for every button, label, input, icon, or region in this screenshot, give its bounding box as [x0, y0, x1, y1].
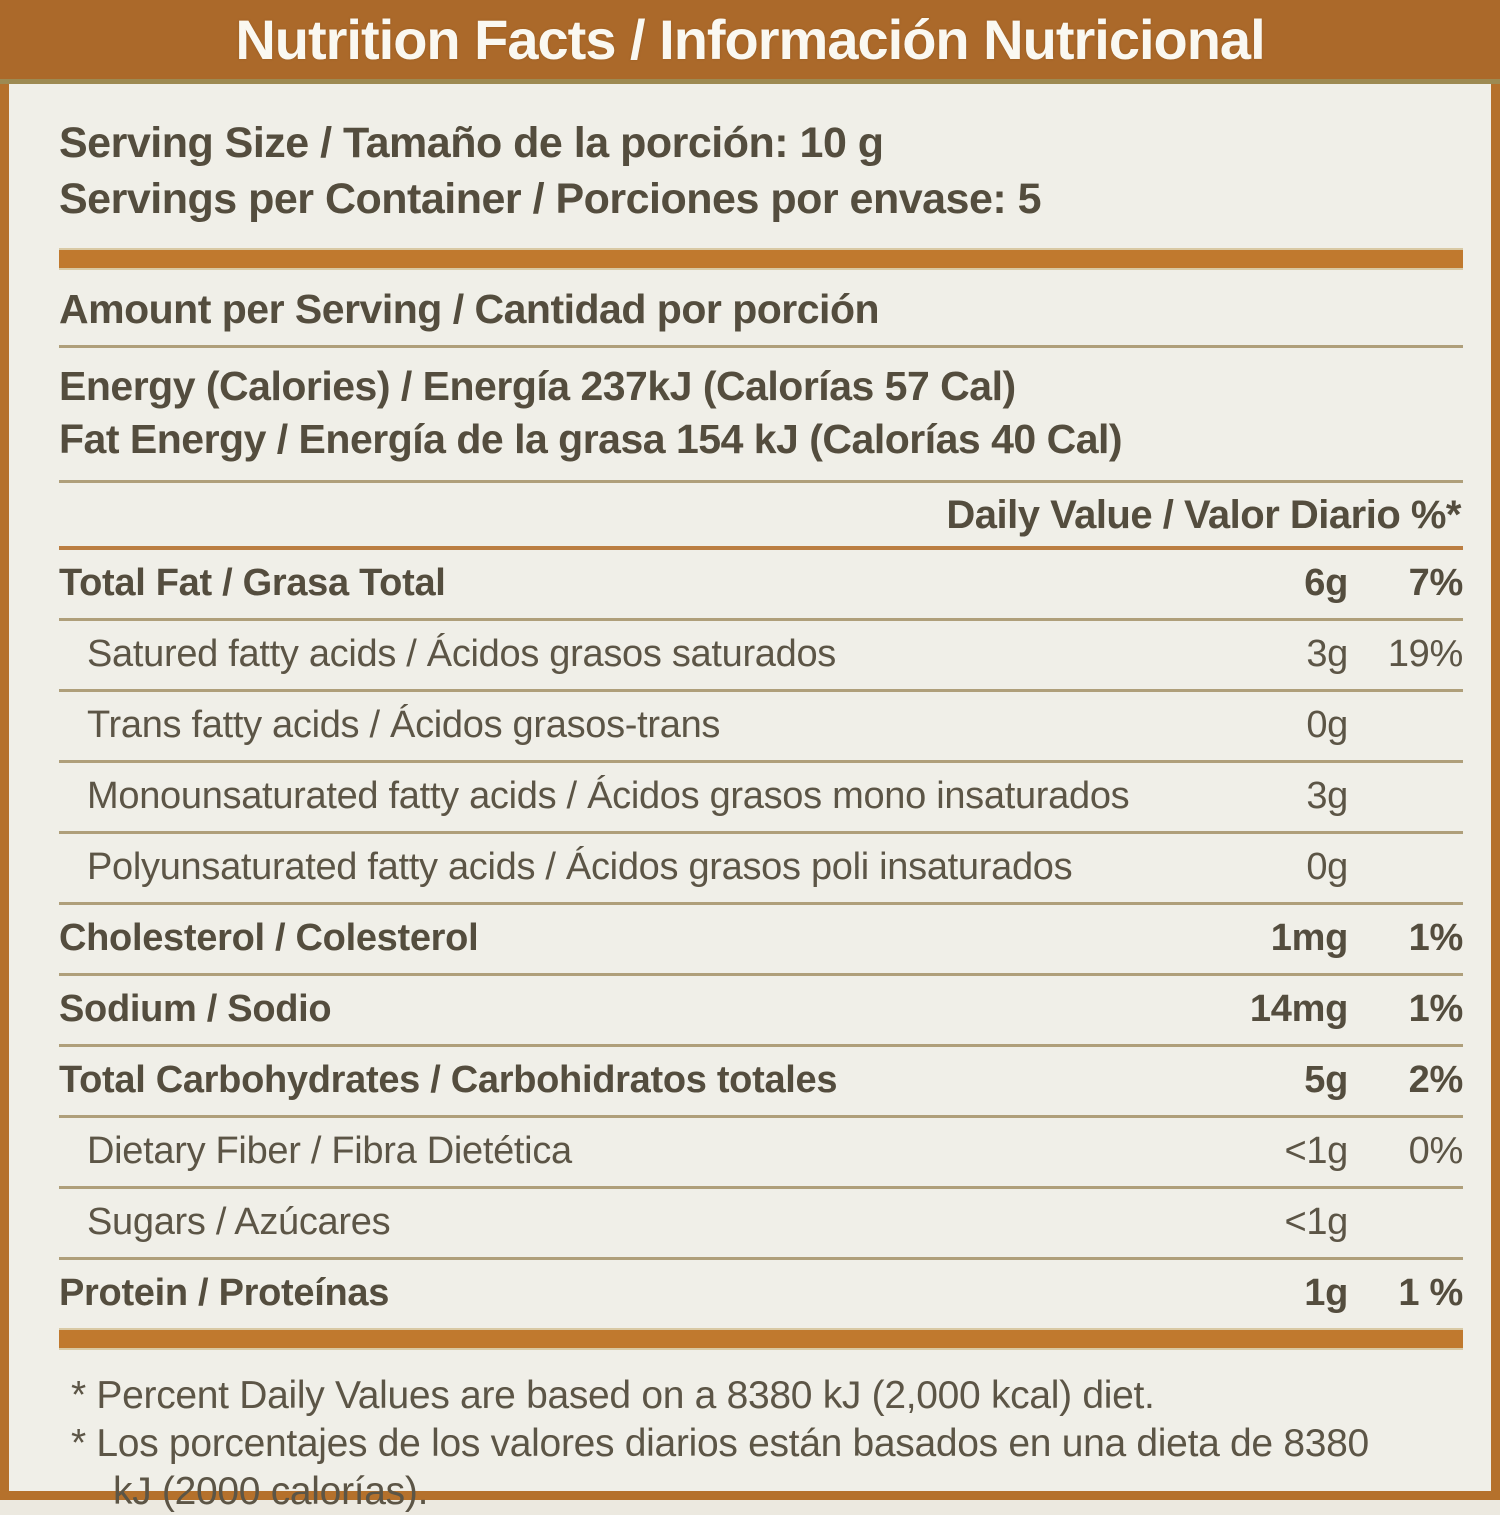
nutrient-daily-value: 19%: [1387, 633, 1463, 676]
nutrient-rows: Total Fat / Grasa Total 6g 7% Satured fa…: [59, 550, 1463, 1328]
nutrient-daily-value: 2%: [1408, 1059, 1464, 1102]
label-title: Nutrition Facts / Información Nutriciona…: [235, 8, 1265, 71]
nutrient-label: Sugars / Azúcares: [87, 1201, 391, 1244]
nutrient-amount: 5g: [1304, 1059, 1348, 1102]
nutrient-daily-value: 0%: [1408, 1130, 1464, 1173]
fat-energy-line: Fat Energy / Energía de la grasa 154 kJ …: [59, 416, 1123, 463]
nutrient-daily-value: 1%: [1408, 988, 1464, 1031]
nutrient-amount: 3g: [1306, 633, 1348, 676]
nutrient-row: Total Fat / Grasa Total 6g 7%: [59, 550, 1464, 622]
nutrient-label: Cholesterol / Colesterol: [59, 917, 479, 960]
nutrient-row: Satured fatty acids / Ácidos grasos satu…: [59, 621, 1463, 693]
amount-per-serving-heading: Amount per Serving / Cantidad por porció…: [59, 270, 1463, 348]
nutrient-label: Dietary Fiber / Fibra Dietética: [87, 1130, 572, 1173]
nutrient-daily-value: 1 %: [1398, 1272, 1463, 1315]
footnotes: * Percent Daily Values are based on a 83…: [59, 1350, 1463, 1515]
nutrient-amount: 0g: [1306, 704, 1348, 747]
label-content: Serving Size / Tamaño de la porción: 10 …: [9, 84, 1491, 1515]
separator-bar-top: [59, 247, 1463, 270]
nutrient-row: Sugars / Azúcares <1g: [59, 1189, 1463, 1261]
nutrient-amount: 1g: [1304, 1272, 1348, 1315]
nutrient-daily-value: 7%: [1408, 562, 1464, 605]
nutrient-amount: 0g: [1306, 846, 1348, 889]
nutrient-row: Monounsaturated fatty acids / Ácidos gra…: [59, 763, 1463, 835]
serving-block: Serving Size / Tamaño de la porción: 10 …: [59, 116, 1463, 228]
nutrient-daily-value: 1%: [1408, 917, 1464, 960]
footnote: * Los porcentajes de los valores diarios…: [71, 1421, 1369, 1513]
nutrient-row: Cholesterol / Colesterol 1mg 1%: [59, 905, 1464, 977]
nutrient-row: Polyunsaturated fatty acids / Ácidos gra…: [59, 834, 1463, 906]
nutrient-amount: 1mg: [1270, 917, 1349, 960]
nutrient-row: Dietary Fiber / Fibra Dietética <1g 0%: [59, 1118, 1464, 1190]
nutrient-amount: <1g: [1284, 1130, 1348, 1173]
nutrient-amount: 3g: [1306, 775, 1348, 818]
nutrient-row: Trans fatty acids / Ácidos grasos-trans …: [59, 692, 1463, 764]
nutrient-row: Total Carbohydrates / Carbohidratos tota…: [59, 1047, 1464, 1119]
servings-per-container-line: Servings per Container / Porciones por e…: [59, 174, 1042, 223]
daily-value-heading: Daily Value / Valor Diario %*: [59, 483, 1463, 551]
label-header: Nutrition Facts / Información Nutriciona…: [0, 0, 1500, 84]
nutrient-label: Sodium / Sodio: [59, 988, 332, 1031]
nutrient-label: Protein / Proteínas: [59, 1272, 390, 1315]
nutrient-amount: <1g: [1284, 1201, 1348, 1244]
energy-block: Energy (Calories) / Energía 237kJ (Calor…: [59, 348, 1463, 484]
nutrient-label: Trans fatty acids / Ácidos grasos-trans: [87, 704, 721, 747]
energy-calories-line: Energy (Calories) / Energía 237kJ (Calor…: [59, 362, 1016, 409]
nutrient-label: Monounsaturated fatty acids / Ácidos gra…: [87, 775, 1130, 818]
nutrient-row: Sodium / Sodio 14mg 1%: [59, 976, 1464, 1048]
nutrient-label: Total Fat / Grasa Total: [59, 562, 446, 605]
nutrient-amount: 6g: [1304, 562, 1348, 605]
nutrient-amount: 14mg: [1249, 988, 1348, 1031]
nutrient-label: Polyunsaturated fatty acids / Ácidos gra…: [87, 846, 1073, 889]
separator-bar-bottom: [59, 1328, 1463, 1351]
nutrient-label: Satured fatty acids / Ácidos grasos satu…: [87, 633, 837, 676]
footnote: * Percent Daily Values are based on a 83…: [71, 1374, 1155, 1418]
serving-size-line: Serving Size / Tamaño de la porción: 10 …: [59, 119, 884, 167]
nutrient-row: Protein / Proteínas 1g 1 %: [59, 1260, 1463, 1328]
nutrient-label: Total Carbohydrates / Carbohidratos tota…: [59, 1059, 838, 1102]
